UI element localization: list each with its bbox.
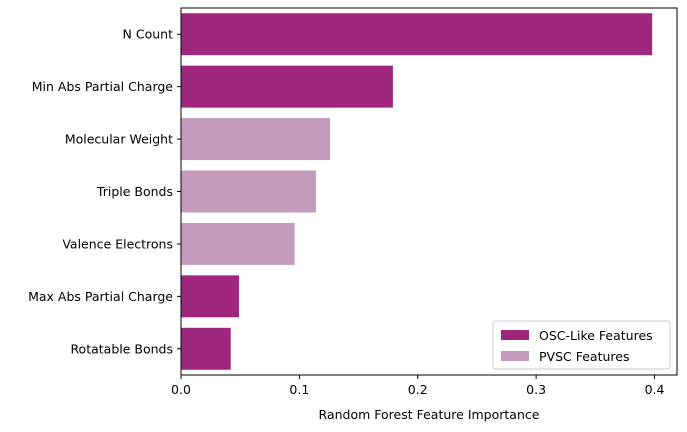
y-tick-label: Triple Bonds bbox=[96, 184, 173, 199]
legend-swatch bbox=[501, 330, 529, 340]
y-tick-label: Max Abs Partial Charge bbox=[28, 289, 173, 304]
legend-box bbox=[492, 320, 671, 370]
y-tick-label: Valence Electrons bbox=[62, 236, 173, 251]
bar bbox=[181, 170, 316, 213]
legend-swatch bbox=[501, 351, 529, 361]
x-tick-label: 0.1 bbox=[289, 382, 309, 397]
x-axis: 0.0 0.1 0.2 0.3 0.4 bbox=[171, 375, 664, 397]
y-tick-label: Rotatable Bonds bbox=[70, 341, 173, 356]
bar bbox=[181, 118, 331, 161]
legend-label: OSC-Like Features bbox=[539, 328, 653, 343]
x-tick-label: 0.4 bbox=[645, 382, 665, 397]
legend: OSC-Like Features PVSC Features bbox=[492, 320, 671, 370]
bar bbox=[181, 275, 240, 318]
bar bbox=[181, 222, 295, 265]
x-tick-label: 0.2 bbox=[408, 382, 428, 397]
bars-group bbox=[181, 13, 653, 370]
bar bbox=[181, 65, 393, 108]
y-tick-label: N Count bbox=[123, 27, 174, 42]
x-tick-label: 0.3 bbox=[526, 382, 546, 397]
bar bbox=[181, 327, 231, 370]
bar bbox=[181, 13, 653, 56]
y-axis: N Count Min Abs Partial Charge Molecular W… bbox=[28, 27, 181, 356]
y-tick-label: Molecular Weight bbox=[65, 132, 173, 147]
y-tick-label: Min Abs Partial Charge bbox=[32, 79, 174, 94]
legend-label: PVSC Features bbox=[539, 349, 629, 364]
x-tick-label: 0.0 bbox=[171, 382, 191, 397]
x-axis-label: Random Forest Feature Importance bbox=[319, 407, 540, 422]
